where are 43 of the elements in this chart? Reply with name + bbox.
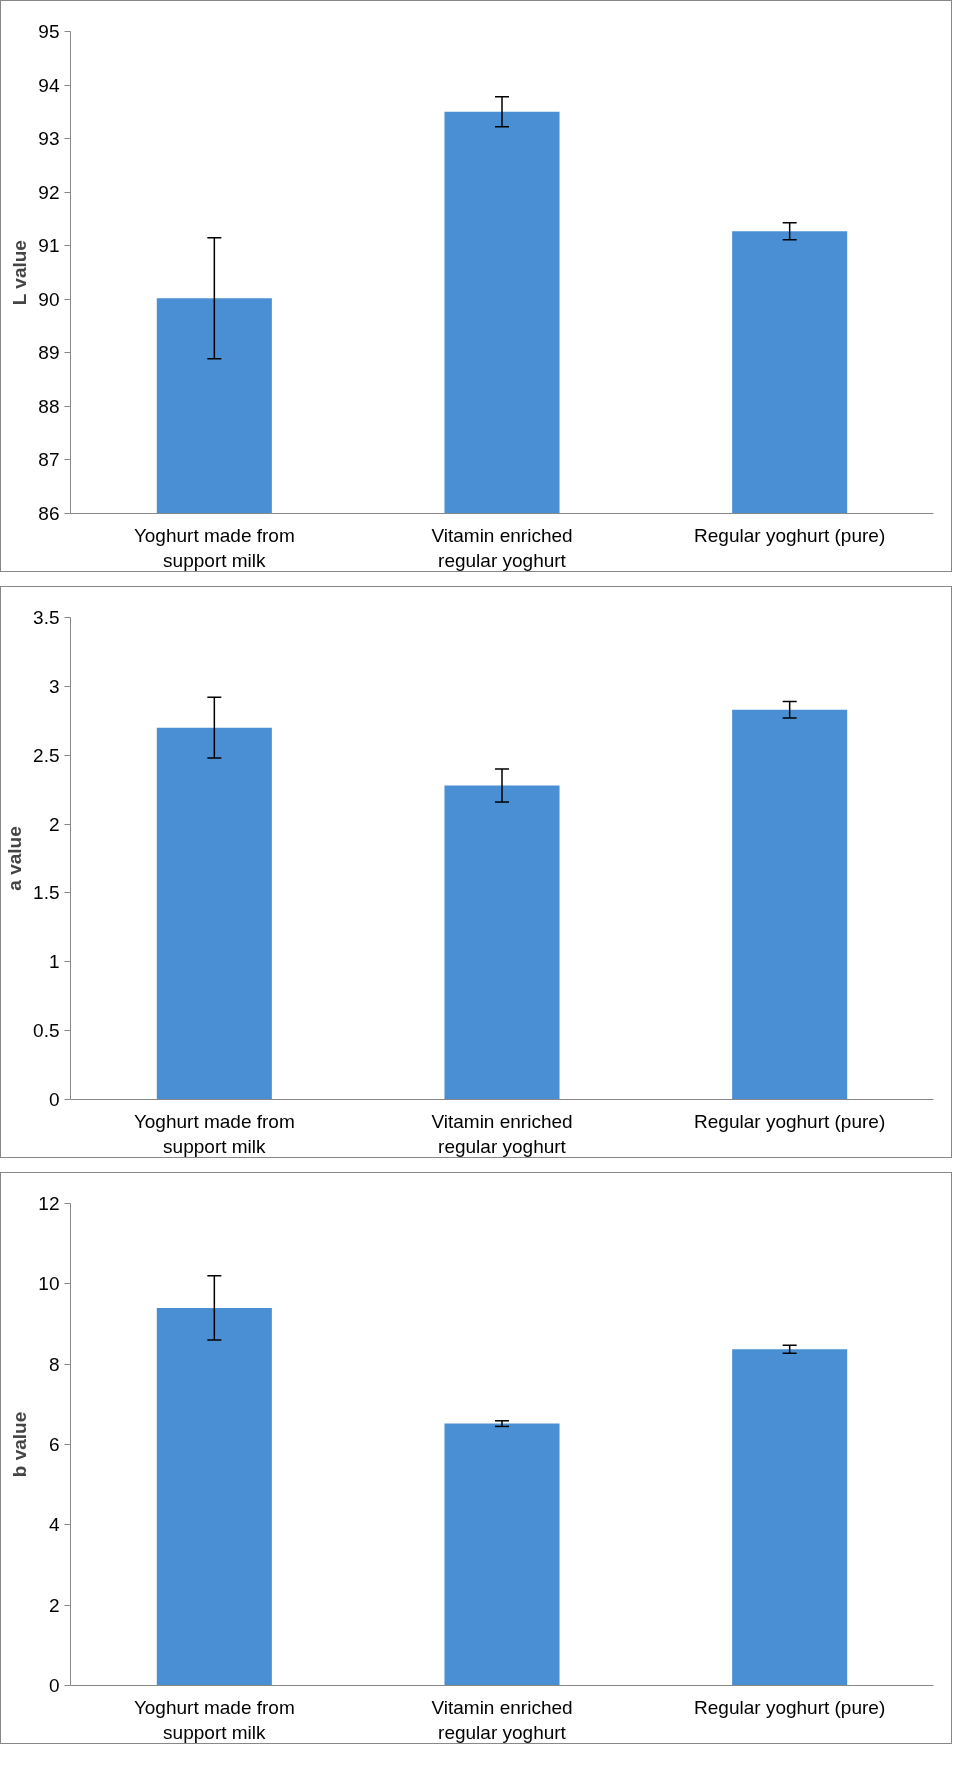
y-tick-label: 8 xyxy=(48,1353,60,1375)
y-tick-label: 4 xyxy=(48,1514,60,1536)
x-tick-label: Yoghurt made from support milk xyxy=(133,1110,295,1157)
y-tick-label: 86 xyxy=(38,503,60,524)
x-tick-label: Regular yoghurt (pure) xyxy=(694,524,886,546)
y-tick-label: 3 xyxy=(48,675,60,697)
x-tick-label: Regular yoghurt (pure) xyxy=(694,1696,886,1718)
x-tick-label: Vitamin enriched regular yoghurt xyxy=(431,524,573,571)
y-tick-label: 93 xyxy=(38,128,60,150)
y-tick-label: 2 xyxy=(48,813,60,835)
y-tick-label: 1.5 xyxy=(33,882,60,904)
y-tick-label: 10 xyxy=(38,1273,60,1295)
y-tick-label: 0 xyxy=(48,1675,60,1696)
y-tick-label: 0.5 xyxy=(33,1020,60,1042)
bar xyxy=(444,785,560,1100)
y-tick-label: 6 xyxy=(48,1434,60,1455)
bar xyxy=(732,1349,848,1686)
x-tick-label: Yoghurt made from support milk xyxy=(133,1696,295,1743)
y-tick-label: 12 xyxy=(38,1193,60,1214)
y-tick-label: 3.5 xyxy=(33,607,60,628)
y-tick-label: 89 xyxy=(38,342,60,364)
y-tick-label: 0 xyxy=(48,1089,60,1110)
bar xyxy=(732,709,848,1100)
x-tick-label: Vitamin enriched regular yoghurt xyxy=(431,1110,573,1157)
bar xyxy=(156,727,272,1100)
bar xyxy=(156,1307,272,1686)
y-tick-label: 90 xyxy=(38,288,60,310)
bar xyxy=(444,1423,560,1686)
x-tick-label: Yoghurt made from support milk xyxy=(133,524,295,571)
y-axis-title: a value xyxy=(4,826,26,891)
y-tick-label: 2.5 xyxy=(33,744,60,766)
y-axis-title: L value xyxy=(9,240,31,306)
y-tick-label: 88 xyxy=(38,395,60,417)
y-axis-title: b value xyxy=(9,1411,31,1478)
x-tick-label: Regular yoghurt (pure) xyxy=(694,1110,886,1132)
y-tick-label: 87 xyxy=(38,449,60,471)
y-tick-label: 94 xyxy=(38,74,60,96)
y-tick-label: 95 xyxy=(38,21,60,42)
y-tick-label: 92 xyxy=(38,181,60,203)
x-tick-label: Vitamin enriched regular yoghurt xyxy=(431,1696,573,1743)
y-tick-label: 91 xyxy=(38,235,60,257)
y-tick-label: 2 xyxy=(48,1594,60,1616)
y-tick-label: 1 xyxy=(48,951,60,973)
